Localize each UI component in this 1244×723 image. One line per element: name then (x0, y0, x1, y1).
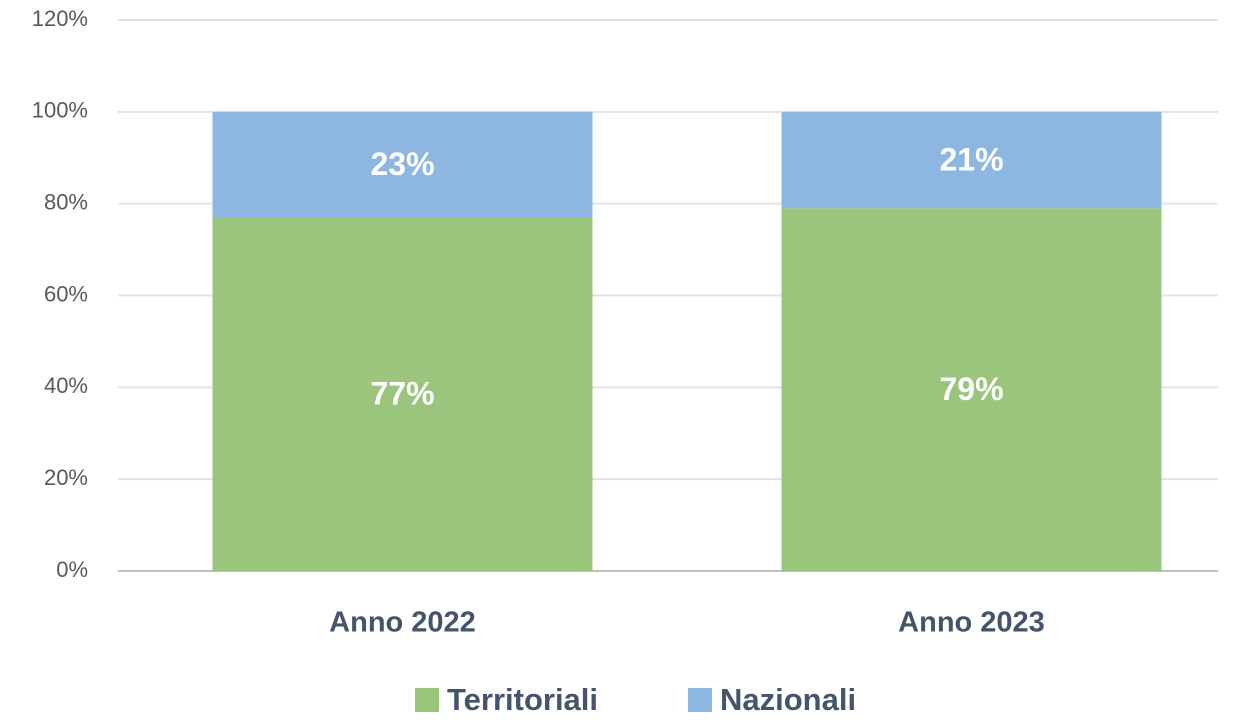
bar-segment (781, 111, 1162, 209)
legend-label: Nazionali (720, 682, 856, 717)
y-tick-label: 0% (56, 557, 88, 582)
legend-swatch (415, 688, 439, 712)
y-tick-label: 120% (32, 6, 88, 31)
data-label: 21% (939, 141, 1003, 177)
x-tick-label: Anno 2022 (329, 607, 476, 639)
bar-segment (781, 208, 1162, 571)
legend-swatch (688, 688, 712, 712)
data-label: 23% (370, 146, 434, 182)
bar-segment (212, 217, 593, 572)
y-tick-label: 60% (44, 281, 88, 306)
data-label: 77% (370, 376, 434, 412)
data-label: 79% (939, 371, 1003, 407)
y-tick-label: 80% (44, 189, 88, 214)
legend-label: Territoriali (447, 682, 598, 717)
y-tick-label: 40% (44, 373, 88, 398)
y-tick-label: 100% (32, 98, 88, 123)
bar-segment (212, 111, 593, 218)
x-tick-label: Anno 2023 (898, 607, 1045, 639)
y-tick-label: 20% (44, 465, 88, 490)
